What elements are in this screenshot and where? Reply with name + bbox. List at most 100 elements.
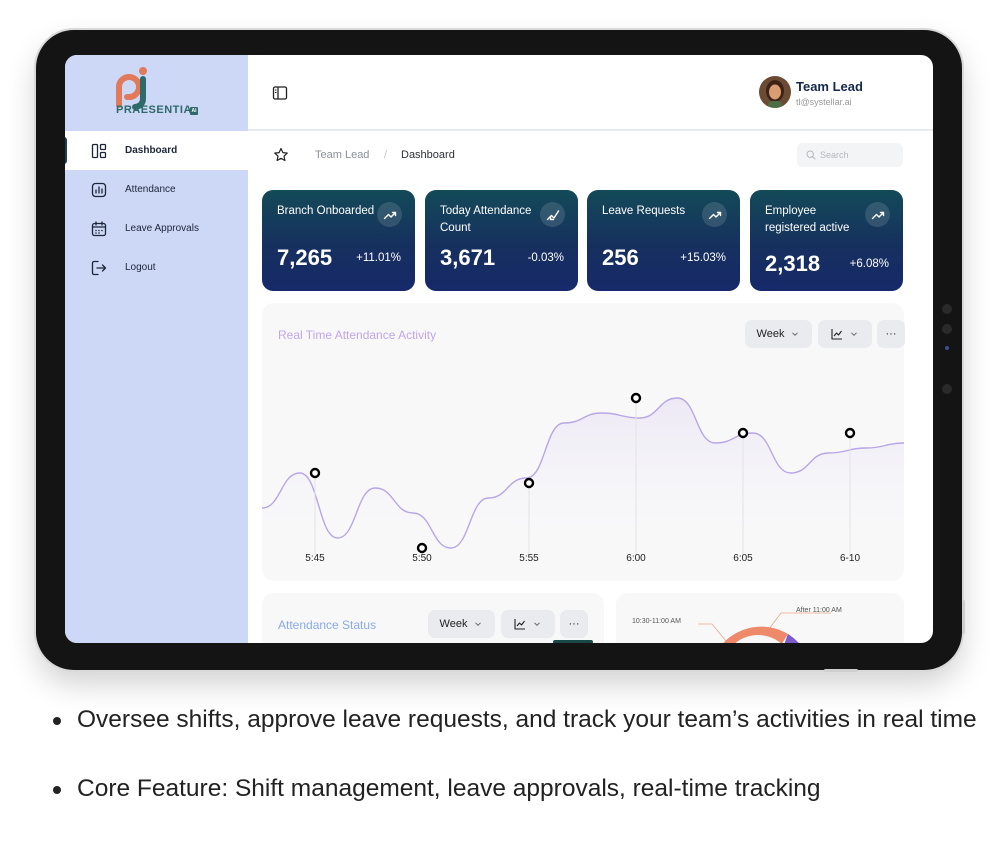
sidebar-toggle-icon[interactable] (272, 85, 288, 101)
chart-area (262, 398, 904, 553)
chart-point[interactable] (416, 542, 428, 554)
search-input[interactable] (820, 148, 898, 162)
stat-card-employee-active[interactable]: Employee registered active 2,318 +6.08% (750, 190, 903, 291)
chevron-down-icon (534, 622, 540, 627)
camera-dot (942, 384, 952, 394)
camera-dot (942, 304, 952, 314)
dashboard-icon (91, 143, 107, 158)
trend-up-icon (377, 202, 402, 227)
sidebar-item-logout[interactable]: Logout (65, 248, 248, 287)
stat-card-leave-requests[interactable]: Leave Requests 256 +15.03% (587, 190, 740, 291)
breadcrumb-separator: / (384, 149, 388, 161)
power-button (824, 669, 858, 672)
donut-label-right: After 11:00 AM (796, 607, 842, 614)
panel-title: Attendance Status (278, 618, 377, 632)
donut-chart (698, 612, 831, 643)
calendar-icon (91, 220, 107, 236)
top-bar: Team Lead tl@systellar.ai (248, 55, 933, 131)
camera-dot (942, 324, 952, 334)
stat-value: 2,318 (765, 251, 821, 276)
logout-icon (91, 260, 107, 275)
feature-bullets: Oversee shifts, approve leave requests, … (48, 700, 988, 809)
bullet-item: Core Feature: Shift management, leave ap… (48, 769, 988, 809)
stat-card-today-attendance[interactable]: Today Attendance Count 3,671 -0.03% (425, 190, 578, 291)
x-tick-label: 5:50 (412, 553, 432, 564)
chevron-down-icon (475, 622, 482, 627)
user-avatar-icon (759, 76, 791, 108)
x-tick-label: 6:00 (626, 553, 646, 564)
chart-point[interactable] (523, 477, 535, 489)
attendance-icon (91, 182, 107, 197)
home-indicator (553, 640, 593, 643)
sidebar-item-attendance[interactable]: Attendance (65, 170, 248, 209)
star-icon[interactable] (273, 147, 289, 163)
attendance-activity-panel: Real Time Attendance Activity Week ··· 5… (261, 303, 905, 581)
breadcrumb-parent[interactable]: Team Lead (315, 149, 370, 161)
user-email: tl@systellar.ai (796, 97, 852, 107)
chart-type-select[interactable] (501, 610, 555, 638)
donut-label-left: 10:30-11:00 AM (632, 618, 681, 625)
search-box[interactable] (797, 143, 903, 167)
breadcrumb: Team Lead / Dashboard (248, 133, 933, 177)
x-tick-label: 5:55 (519, 553, 539, 564)
donut-slice (784, 634, 799, 643)
x-tick-label: 5:45 (305, 553, 325, 564)
chart-point[interactable] (737, 427, 749, 439)
sidebar-item-label: Attendance (125, 184, 176, 195)
logo-ai-badge: AI (190, 107, 198, 115)
x-tick-label: 6-10 (840, 553, 860, 564)
avatar[interactable] (759, 76, 791, 108)
chevron-down-icon (792, 332, 799, 337)
stat-label: Today Attendance Count (440, 205, 532, 234)
line-chart-icon (831, 329, 842, 340)
chart-point[interactable] (844, 427, 856, 439)
breadcrumb-current: Dashboard (401, 149, 455, 161)
sidebar-item-dashboard[interactable]: Dashboard (65, 131, 248, 170)
attendance-line-chart: 5:45 5:50 5:55 6:00 6:05 6-10 (261, 392, 905, 564)
chart-type-select[interactable] (818, 320, 872, 348)
stat-value: 3,671 (440, 245, 496, 270)
sidebar-item-label: Dashboard (125, 145, 178, 156)
more-options-button[interactable]: ··· (877, 320, 905, 348)
sidebar: PRAESENTIA AI Dashboard Attendance (65, 55, 248, 643)
attendance-status-panel: Attendance Status Week ··· (262, 593, 604, 643)
user-name: Team Lead (796, 79, 863, 94)
praesentia-logo (116, 67, 147, 110)
x-tick-label: 6:05 (733, 553, 753, 564)
sidebar-item-leave-approvals[interactable]: Leave Approvals (65, 209, 248, 248)
period-select-value: Week (756, 328, 785, 340)
stat-label: Branch Onboarded (277, 205, 375, 217)
chevron-down-icon (851, 332, 857, 337)
stat-card-branch-onboarded[interactable]: Branch Onboarded 7,265 +11.01% (262, 190, 415, 291)
stat-change: +11.01% (356, 252, 401, 264)
sidebar-item-label: Logout (125, 262, 156, 273)
app-screen: PRAESENTIA AI Dashboard Attendance (65, 55, 933, 643)
arrival-donut-panel: 10:30-11:00 AM After 11:00 AM (616, 593, 904, 643)
line-chart-icon (514, 619, 525, 630)
chart-point[interactable] (309, 467, 321, 479)
sidebar-nav: Dashboard Attendance Leave Approvals (65, 131, 248, 287)
stat-label: Leave Requests (602, 205, 686, 217)
period-select[interactable]: Week (745, 320, 812, 348)
more-icon: ··· (568, 618, 580, 630)
chart-series-line (261, 397, 905, 549)
logo-text: PRAESENTIA (116, 104, 192, 116)
more-options-button[interactable]: ··· (560, 610, 588, 638)
trend-down-icon (540, 202, 565, 227)
search-icon (806, 150, 816, 160)
bullet-item: Oversee shifts, approve leave requests, … (48, 700, 988, 740)
chart-title: Real Time Attendance Activity (278, 328, 437, 342)
stat-change: +6.08% (849, 258, 889, 270)
period-select-value: Week (439, 618, 468, 630)
more-icon: ··· (885, 328, 897, 340)
sidebar-item-label: Leave Approvals (125, 223, 199, 234)
trend-up-icon (702, 202, 727, 227)
stat-label: Employee registered active (765, 205, 850, 234)
period-select[interactable]: Week (428, 610, 495, 638)
sensor-dot (945, 346, 949, 350)
volume-button (962, 600, 965, 634)
stat-change: -0.03% (527, 252, 564, 264)
stat-value: 256 (602, 245, 639, 270)
stat-change: +15.03% (680, 252, 726, 264)
chart-point[interactable] (630, 392, 642, 404)
